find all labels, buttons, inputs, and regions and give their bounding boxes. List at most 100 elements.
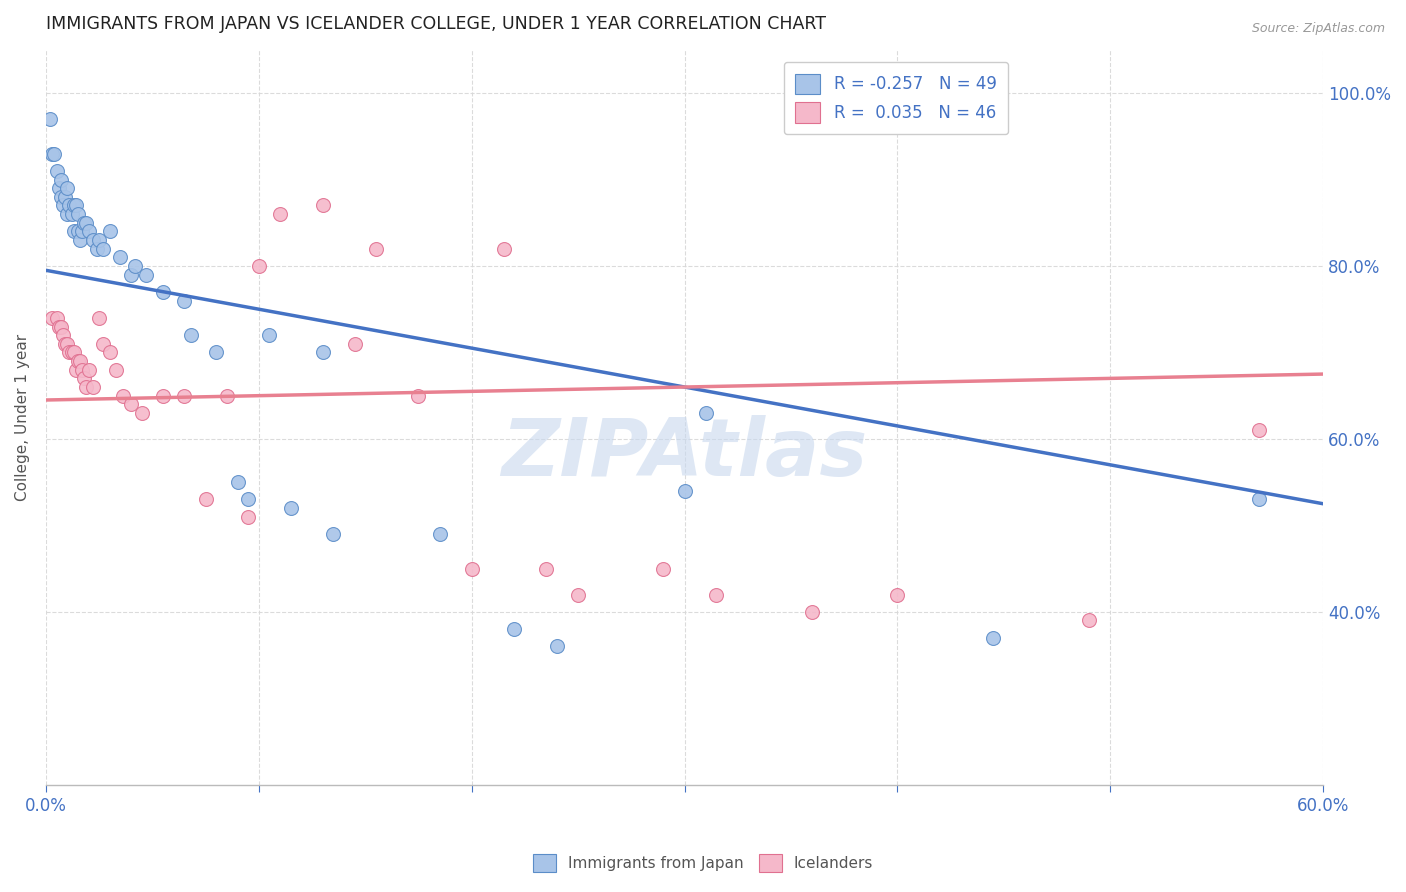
Point [66,354,89,368]
Legend: Immigrants from Japan, Icelanders: Immigrants from Japan, Icelanders [524,846,882,880]
Point [801,605,824,619]
Point [70,224,93,238]
Point [1078,614,1101,628]
Point [39,112,62,126]
Point [62,345,84,359]
Point [58,198,80,212]
Point [75,380,97,394]
Point [173,293,195,308]
Point [45,310,67,325]
Point [86,242,108,256]
Text: Source: ZipAtlas.com: Source: ZipAtlas.com [1251,22,1385,36]
Point [110,250,132,264]
Point [66,207,89,221]
Point [56,207,79,221]
Point [706,588,728,602]
Point [343,336,366,351]
Point [65,198,87,212]
Point [695,406,717,420]
Point [70,363,93,377]
Point [981,631,1004,645]
Point [49,172,72,186]
Point [280,501,302,516]
Point [53,190,76,204]
Point [75,216,97,230]
Point [135,268,157,282]
Point [1249,492,1271,507]
Point [73,216,96,230]
Point [460,561,482,575]
Point [52,328,75,343]
Point [152,285,174,299]
Point [226,475,249,490]
Point [60,345,83,359]
Point [534,561,557,575]
Point [194,492,217,507]
Point [69,233,91,247]
Point [41,146,63,161]
Point [45,164,67,178]
Point [503,622,526,636]
Point [89,310,111,325]
Legend: R = -0.257   N = 49, R =  0.035   N = 46: R = -0.257 N = 49, R = 0.035 N = 46 [783,62,1008,134]
Point [1249,423,1271,437]
Point [60,207,83,221]
Point [567,588,589,602]
Point [73,371,96,385]
Point [429,527,451,541]
Point [215,389,238,403]
Point [247,259,270,273]
Point [77,224,100,238]
Point [98,224,121,238]
Point [886,588,908,602]
Text: IMMIGRANTS FROM JAPAN VS ICELANDER COLLEGE, UNDER 1 YEAR CORRELATION CHART: IMMIGRANTS FROM JAPAN VS ICELANDER COLLE… [46,15,825,33]
Point [673,483,696,498]
Point [546,640,568,654]
Point [56,336,79,351]
Point [41,310,63,325]
Point [49,319,72,334]
Point [93,336,115,351]
Point [205,345,228,359]
Point [58,345,80,359]
Point [62,224,84,238]
Point [98,345,121,359]
Point [131,406,153,420]
Point [152,389,174,403]
Point [53,336,76,351]
Point [52,198,75,212]
Text: ZIPAtlas: ZIPAtlas [502,415,868,493]
Point [111,389,134,403]
Point [124,259,146,273]
Point [238,492,260,507]
Point [82,233,104,247]
Point [49,190,72,204]
Point [93,242,115,256]
Point [364,242,387,256]
Point [238,509,260,524]
Point [259,328,281,343]
Point [56,181,79,195]
Point [44,146,66,161]
Point [48,319,70,334]
Point [105,363,128,377]
Point [89,233,111,247]
Point [120,268,142,282]
Point [269,207,291,221]
Point [180,328,202,343]
Point [312,345,335,359]
Point [48,181,70,195]
Point [120,397,142,411]
Point [69,354,91,368]
Point [62,198,84,212]
Point [66,224,89,238]
Point [82,380,104,394]
Point [408,389,430,403]
Point [65,363,87,377]
Point [652,561,675,575]
Point [173,389,195,403]
Point [312,198,335,212]
Point [77,363,100,377]
Point [322,527,344,541]
Point [492,242,515,256]
